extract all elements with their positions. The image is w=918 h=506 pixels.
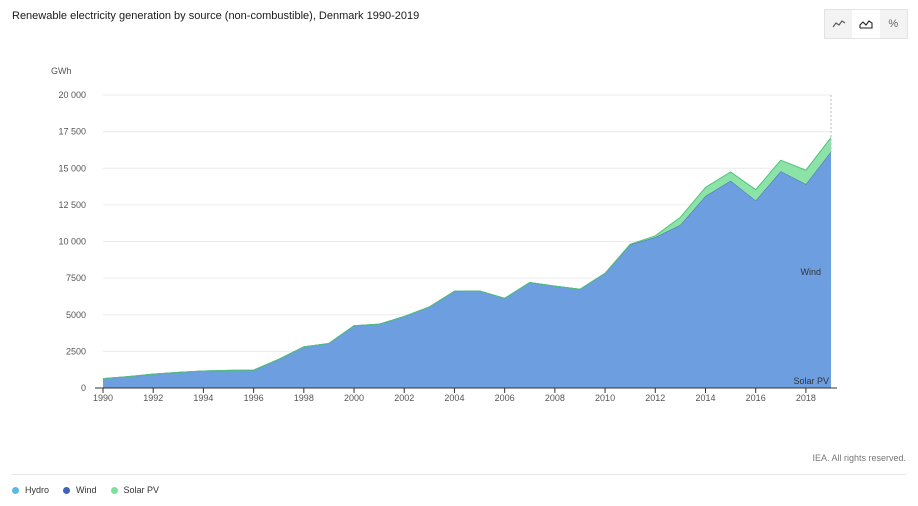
area-chart-toggle[interactable] [852,10,880,38]
legend-swatch-hydro [12,486,19,494]
y-tick-label: 2500 [66,346,86,356]
y-tick-label: 15 000 [58,163,86,173]
percent-icon: % [888,18,899,30]
legend-swatch-wind [63,486,71,494]
y-axis-label: GWh [51,66,72,76]
legend-label-hydro: Hydro [25,485,50,495]
x-tick-label: 2014 [695,393,715,403]
x-tick-label: 1996 [244,393,264,403]
legend: Hydro Wind Solar PV [12,485,159,495]
area-wind [103,151,831,388]
y-tick-label: 20 000 [58,90,86,100]
x-tick-label: 2000 [344,393,364,403]
line-solar-pv [102,137,832,380]
percent-toggle[interactable]: % [880,10,907,38]
chart-view-toggles: % [824,9,908,39]
legend-label-wind: Wind [76,485,97,495]
y-tick-label: 12 500 [58,200,86,210]
y-tick-label: 7500 [66,273,86,283]
x-tick-label: 2012 [645,393,665,403]
legend-item-hydro[interactable]: Hydro [12,485,49,495]
x-tick-label: 1994 [193,393,213,403]
x-tick-label: 1998 [294,393,314,403]
x-tick-label: 1990 [93,393,113,403]
x-tick-label: 2004 [444,393,464,403]
legend-item-solar[interactable]: Solar PV [110,485,160,495]
x-tick-label: 1992 [143,393,163,403]
y-tick-label: 10 000 [58,237,86,247]
copyright-notice: IEA. All rights reserved. [812,453,906,463]
x-tick-label: 2016 [746,393,766,403]
legend-divider [12,474,906,475]
area-chart-icon [859,20,873,29]
y-tick-label: 5000 [66,310,86,320]
x-tick-label: 2002 [394,393,414,403]
legend-item-wind[interactable]: Wind [63,485,97,495]
series-label-solar-pv: Solar PV [793,376,829,386]
line-chart-toggle[interactable] [825,10,852,38]
chart-title: Renewable electricity generation by sour… [12,10,420,22]
x-tick-label: 2008 [545,393,565,403]
line-chart-icon [832,20,845,28]
y-tick-label: 17 500 [58,127,86,137]
chart-plot: 0 2500 5000 7500 10 000 12 500 15 000 17 500 20 … [51,66,837,403]
legend-label-solar: Solar PV [123,485,160,495]
x-tick-label: 2006 [495,393,515,403]
series-label-wind: Wind [800,267,821,277]
x-tick-label: 2018 [796,393,816,403]
legend-swatch-solar [110,486,118,494]
y-tick-label: 0 [81,383,86,393]
x-tick-label: 2010 [595,393,615,403]
